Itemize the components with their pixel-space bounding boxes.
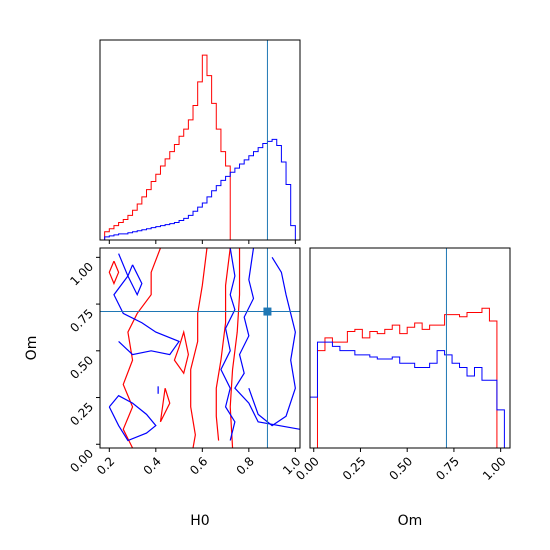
contour-blue-5 <box>108 394 157 442</box>
truth-marker <box>263 307 272 316</box>
contour-red-3 <box>229 248 241 449</box>
histogram-series-0 <box>310 307 505 449</box>
contour-blue-6 <box>127 264 143 297</box>
panel-frame-right <box>309 247 511 449</box>
x-axis-label-h0: H0 <box>190 513 209 529</box>
histogram-series-1 <box>104 138 296 240</box>
contour-blue-4 <box>113 253 181 356</box>
contour-blue-1 <box>234 247 301 430</box>
tick-label-om-x: 0.50 <box>387 454 416 483</box>
contour-red-1 <box>190 247 208 449</box>
tick-label-om-x: 1.00 <box>480 454 509 483</box>
contour-red-7 <box>159 388 171 423</box>
contour-red-4 <box>122 247 162 449</box>
panel-frame-top <box>99 39 301 241</box>
tick-label-om-y: 0.25 <box>67 400 96 429</box>
tick-label-h0: 0.4 <box>141 454 164 477</box>
histogram-series-1 <box>309 341 505 448</box>
histogram-series-0 <box>104 54 296 241</box>
tick-label-h0: 0.6 <box>187 454 210 477</box>
tick-label-om-y: 0.00 <box>67 446 96 475</box>
tick-label-om-x: 0.75 <box>433 454 462 483</box>
x-axis-label-om: Om <box>398 513 423 529</box>
contour-red-2 <box>215 247 231 441</box>
tick-label-om-y: 0.50 <box>67 353 96 382</box>
tick-label-om-x: 0.25 <box>340 454 369 483</box>
contour-red-5 <box>173 329 189 375</box>
tick-label-om-y: 0.75 <box>67 306 96 335</box>
y-axis-label-om: Om <box>24 336 40 361</box>
panel-frame-joint <box>99 247 301 449</box>
contour-blue-2 <box>248 257 296 427</box>
tick-label-om-y: 1.00 <box>67 260 96 289</box>
contour-blue-3 <box>220 247 236 441</box>
tick-label-h0: 0.2 <box>94 454 117 477</box>
tick-label-h0: 0.8 <box>234 454 257 477</box>
contour-red-6 <box>108 260 120 286</box>
